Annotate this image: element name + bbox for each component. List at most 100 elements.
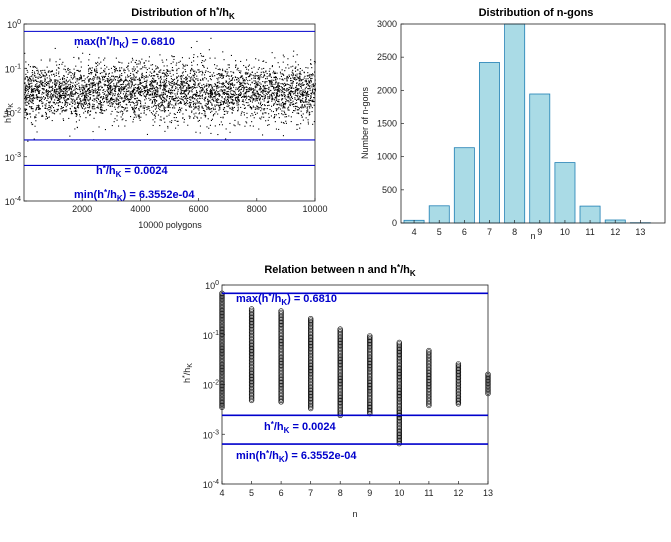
scatter-point bbox=[92, 108, 94, 110]
scatter-point bbox=[86, 93, 88, 95]
scatter-point bbox=[151, 83, 153, 85]
scatter-point bbox=[71, 86, 73, 88]
scatter-point bbox=[78, 104, 80, 106]
scatter-point bbox=[78, 79, 80, 81]
scatter-point bbox=[298, 76, 300, 78]
scatter-point bbox=[134, 78, 136, 80]
scatter-point bbox=[248, 377, 255, 383]
scatter-point bbox=[304, 101, 306, 103]
scatter-point bbox=[227, 71, 229, 73]
scatter-point bbox=[184, 94, 186, 96]
scatter-point bbox=[168, 98, 170, 100]
scatter-point bbox=[300, 110, 302, 112]
scatter-point bbox=[337, 395, 343, 401]
scatter-point bbox=[63, 94, 65, 96]
scatter-point bbox=[83, 112, 85, 114]
scatter-point bbox=[228, 81, 230, 83]
scatter-point bbox=[257, 68, 259, 70]
scatter-point bbox=[396, 423, 402, 429]
scatter-point bbox=[139, 68, 141, 70]
scatter-point bbox=[159, 97, 161, 99]
scatter-point bbox=[49, 102, 51, 104]
scatter-point bbox=[138, 117, 140, 119]
scatter-point bbox=[69, 88, 71, 90]
scatter-point bbox=[108, 93, 110, 95]
scatter-point bbox=[274, 99, 276, 101]
scatter-point bbox=[81, 88, 83, 90]
scatter-point bbox=[99, 100, 101, 102]
scatter-point bbox=[99, 81, 101, 83]
scatter-point bbox=[192, 94, 194, 96]
scatter-point bbox=[35, 89, 37, 91]
scatter-point bbox=[143, 95, 145, 97]
scatter-point bbox=[294, 98, 296, 100]
scatter-point bbox=[37, 77, 39, 79]
scatter-point bbox=[219, 108, 221, 110]
scatter-point bbox=[277, 85, 279, 87]
scatter-point bbox=[82, 107, 84, 109]
scatter-point bbox=[367, 397, 373, 404]
scatter-point bbox=[152, 86, 154, 88]
scatter-point bbox=[197, 101, 199, 103]
scatter-point bbox=[94, 88, 96, 90]
scatter-point bbox=[205, 88, 207, 90]
scatter-point bbox=[303, 77, 305, 79]
scatter-point bbox=[159, 94, 161, 96]
scatter-point bbox=[180, 101, 182, 103]
scatter-point bbox=[89, 86, 91, 88]
scatter-point bbox=[121, 73, 123, 75]
scatter-point bbox=[266, 88, 268, 90]
scatter-point bbox=[100, 85, 102, 87]
scatter-point bbox=[426, 350, 432, 357]
scatter-point bbox=[175, 117, 177, 119]
scatter-point bbox=[426, 387, 432, 394]
scatter-point bbox=[276, 92, 278, 94]
scatter-point bbox=[31, 79, 33, 81]
scatter-point bbox=[131, 96, 133, 98]
scatter-point bbox=[239, 85, 241, 87]
scatter-point bbox=[59, 88, 61, 90]
scatter-point bbox=[209, 57, 211, 59]
scatter-point bbox=[25, 101, 27, 103]
scatter-point bbox=[162, 110, 164, 112]
scatter-point bbox=[106, 84, 108, 86]
scatter-point bbox=[151, 88, 153, 90]
scatter-point bbox=[131, 91, 133, 93]
scatter-point bbox=[304, 100, 306, 102]
scatter-point bbox=[337, 370, 343, 376]
scatter-point bbox=[146, 84, 148, 86]
scatter-point bbox=[337, 341, 343, 347]
scatter-point bbox=[247, 102, 249, 104]
scatter-point bbox=[93, 83, 95, 85]
scatter-point bbox=[269, 80, 271, 82]
scatter-point bbox=[90, 82, 92, 84]
scatter-point bbox=[207, 93, 209, 95]
scatter-point bbox=[48, 85, 50, 87]
scatter-point bbox=[268, 96, 270, 98]
scatter-point bbox=[118, 102, 120, 104]
scatter-point bbox=[100, 109, 102, 111]
scatter-point bbox=[172, 86, 174, 88]
scatter-point bbox=[36, 88, 38, 90]
scatter-point bbox=[193, 76, 195, 78]
scatter-point bbox=[32, 91, 34, 93]
scatter-point bbox=[163, 85, 165, 87]
scatter-point bbox=[202, 78, 204, 80]
scatter-point bbox=[70, 75, 72, 77]
scatter-point bbox=[271, 66, 273, 68]
scatter-point bbox=[70, 101, 72, 103]
scatter-point bbox=[118, 90, 120, 92]
scatter-point bbox=[455, 392, 462, 398]
scatter-point bbox=[337, 387, 343, 394]
scatter-point bbox=[313, 93, 315, 95]
scatter-point bbox=[223, 85, 225, 87]
scatter-point bbox=[228, 75, 230, 77]
scatter-point bbox=[296, 95, 298, 97]
scatter-point bbox=[49, 86, 51, 88]
scatter-point bbox=[110, 67, 112, 69]
scatter-point bbox=[116, 100, 118, 102]
scatter-point bbox=[128, 99, 130, 101]
scatter-point bbox=[224, 101, 226, 103]
scatter-point bbox=[115, 68, 117, 70]
scatter-point bbox=[55, 111, 57, 113]
